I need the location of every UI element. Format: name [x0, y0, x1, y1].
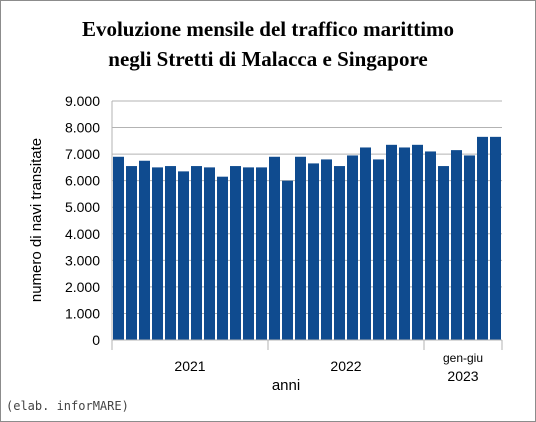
bar [191, 166, 202, 340]
y-tick-label: 7.000 [65, 146, 100, 162]
bar [373, 159, 384, 340]
y-tick-labels: 0 1.000 2.000 3.000 4.000 5.000 6.000 7.000 8.00… [65, 93, 100, 348]
bar [308, 163, 319, 340]
bar [425, 151, 436, 340]
gridlines [112, 100, 502, 314]
bar [152, 167, 163, 340]
y-tick-label: 3.000 [65, 252, 100, 268]
bar [282, 180, 293, 340]
y-tick-label: 1.000 [65, 305, 100, 321]
x-group-labels: 2021 2022 gen-giu 2023 [174, 351, 483, 384]
bar [490, 136, 501, 340]
bar [204, 167, 215, 340]
y-tick-label: 5.000 [65, 199, 100, 215]
bar [438, 166, 449, 340]
bar [256, 167, 267, 340]
bar [178, 171, 189, 340]
bar [334, 166, 345, 340]
bars [113, 136, 501, 340]
bar [165, 166, 176, 340]
bar [269, 156, 280, 340]
x-group-label: 2022 [330, 358, 361, 374]
bar [126, 166, 137, 340]
bar [464, 155, 475, 340]
x-axis-label: anni [272, 377, 300, 394]
bar [347, 155, 358, 340]
bar [477, 136, 488, 340]
bar [360, 147, 371, 340]
bar [321, 159, 332, 340]
y-tick-label: 4.000 [65, 226, 100, 242]
bar [295, 156, 306, 340]
bar [113, 156, 124, 340]
bar [230, 166, 241, 340]
bar [451, 150, 462, 340]
bar [243, 167, 254, 340]
bar [139, 160, 150, 340]
bar [412, 144, 423, 340]
axes [111, 101, 503, 350]
x-group-label-line2: 2023 [447, 368, 478, 384]
y-tick-label: 2.000 [65, 279, 100, 295]
bar [217, 176, 228, 340]
bar [399, 147, 410, 340]
bar [386, 144, 397, 340]
y-axis-label: numero di navi transitate [28, 138, 45, 302]
chart-title: Evoluzione mensile del traffico marittim… [0, 14, 536, 74]
chart-title-line2: negli Stretti di Malacca e Singapore [108, 47, 428, 71]
source-credit: (elab. inforMARE) [6, 399, 129, 413]
y-tick-label: 0 [92, 332, 100, 348]
x-group-label-line1: gen-giu [443, 351, 483, 365]
x-group-label: 2021 [174, 358, 205, 374]
y-tick-label: 6.000 [65, 173, 100, 189]
chart-title-line1: Evoluzione mensile del traffico marittim… [81, 17, 455, 41]
y-tick-label: 8.000 [65, 120, 100, 136]
y-tick-label: 9.000 [65, 93, 100, 109]
